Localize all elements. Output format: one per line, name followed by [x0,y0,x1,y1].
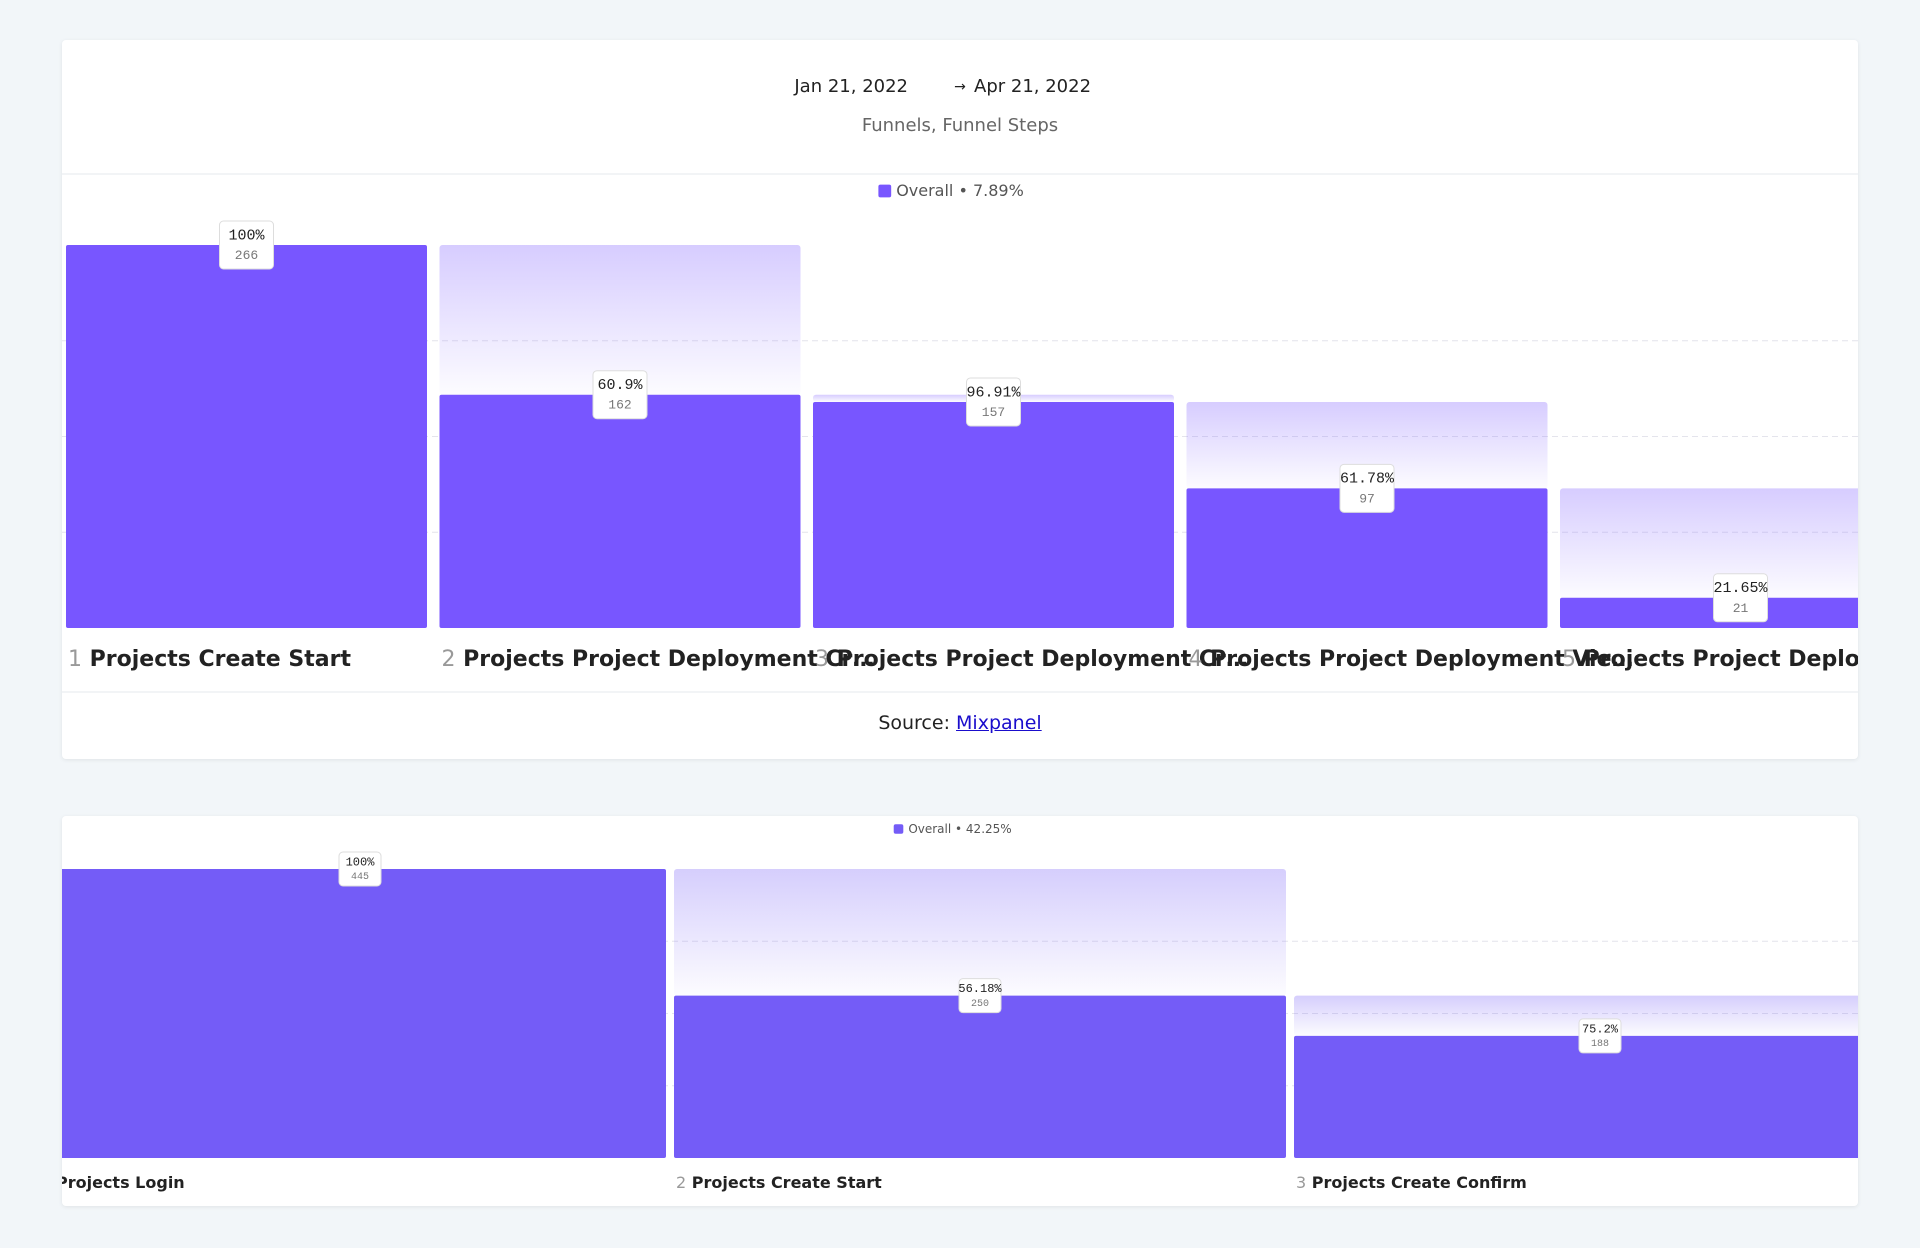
step-number: 3 [815,647,829,672]
legend-sep: • [953,181,973,200]
step-name: Projects Create Start [692,1173,882,1192]
step-label: Projects Login [62,1173,185,1192]
step-conversion: 100% [346,855,376,869]
step-conversion: 21.65% [1713,580,1768,597]
value-label: 97 [1359,491,1375,506]
step-conversion: 56.18% [958,982,1002,996]
value-box [958,978,1002,1014]
legend-swatch [893,824,904,834]
step-label: 2 Projects Project Deployment Cr… [442,647,875,672]
step-name: Projects Project Deployment Cr… [463,647,874,672]
step-number: 4 [1189,647,1203,672]
value-label: 21 [1733,601,1749,616]
dropoff-bar [1186,401,1548,489]
source: Source: Mixpanel [62,712,1858,734]
step-number: 3 [1296,1173,1306,1192]
step-name: Projects Create Start [90,647,352,672]
step-label: 3 Projects Create Confirm [1296,1173,1527,1192]
value-label: 445 [351,872,369,883]
value-box [219,220,274,270]
value-label: 157 [982,405,1005,420]
chart: Jan 21, 2022 → Apr 21, 2022 Funnels, Fun… [62,76,1858,693]
value-label: 162 [608,398,631,413]
step-label: 4 Projects Project Deployment Vie… [1189,647,1634,672]
step-label: 5 Projects Project Deploymen [1562,647,1858,672]
step-number: 5 [1562,647,1576,672]
dropoff-bar [439,245,801,395]
value-label: 188 [1591,1039,1609,1050]
value-box [1713,573,1768,623]
value-label: 250 [971,999,989,1010]
value-box [592,370,648,420]
step-name: Projects Create Confirm [1312,1173,1527,1192]
step-number: 2 [676,1173,686,1192]
subtitle: Funnels, Funnel Steps [862,115,1058,136]
legend-value: 42.25% [966,822,1012,836]
step-conversion: 75.2% [1582,1022,1619,1036]
legend-name: Overall [908,822,951,836]
step-number: 2 [442,647,456,672]
step-gap [456,647,464,672]
arrow: → [954,79,966,95]
date-start: Jan 21, 2022 [793,76,908,97]
date-end: Apr 21, 2022 [974,76,1091,97]
step-conversion: 100% [228,227,265,244]
bar [813,401,1174,628]
step-conversion: 61.78% [1340,471,1395,488]
legend-swatch [878,184,892,198]
step-name: Projects Project Deploymen [1584,647,1858,672]
value-label: 266 [235,248,258,263]
legend-name: Overall [896,181,953,200]
step-label: 1 Projects Create Start [68,647,351,672]
dropoff-bar [674,869,1286,996]
source-link[interactable]: Mixpanel [956,712,1042,734]
step-label: 2 Projects Create Start [676,1173,882,1192]
funnel-card: Overall • 42.25% Projects Login 2 Projects… [62,816,1858,1206]
legend: Overall • 7.89% [896,181,1024,200]
step-number: 1 [68,647,82,672]
legend-sep: • [951,822,966,836]
bar [439,394,801,628]
step-conversion: 60.9% [597,377,643,394]
source-label: Source: [878,712,950,734]
step-gap [1576,647,1584,672]
value-box [966,377,1021,427]
bar [1294,1035,1858,1158]
step-name: Projects Project Deployment Cr… [837,647,1248,672]
step-name: Projects Project Deployment Vie… [1210,647,1633,672]
step-gap [829,647,837,672]
step-name: Projects Login [62,1173,185,1192]
dropoff-bar [1560,488,1858,598]
step-label: 3 Projects Project Deployment Cr… [815,647,1248,672]
value-box [1339,463,1395,513]
legend-value: 7.89% [973,181,1024,200]
value-box [338,851,382,887]
value-box [1578,1018,1622,1054]
dropoff-bar [1294,995,1858,1036]
bar [66,245,427,628]
chart: Overall • 42.25% Projects Login 2 Projects… [62,822,1858,1192]
step-gap [82,647,90,672]
step-gap [1203,647,1211,672]
funnel-card: Jan 21, 2022 → Apr 21, 2022 Funnels, Fun… [62,40,1858,759]
bar [1560,597,1858,628]
bar [1186,488,1548,628]
legend: Overall • 42.25% [908,822,1011,836]
step-conversion: 96.91% [966,384,1021,401]
bar [674,995,1286,1158]
bar [62,869,666,1158]
